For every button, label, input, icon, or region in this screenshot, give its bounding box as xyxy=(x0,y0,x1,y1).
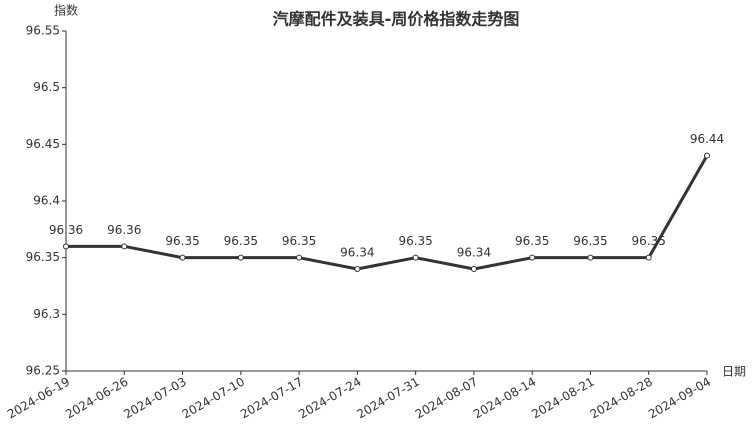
x-tick-label: 2024-07-10 xyxy=(180,375,247,422)
x-tick-label: 2024-09-04 xyxy=(646,375,713,422)
x-tick-label: 2024-08-07 xyxy=(413,375,480,422)
x-tick-label: 2024-06-19 xyxy=(5,375,72,422)
x-tick-label: 2024-07-31 xyxy=(354,375,421,422)
y-tick-label: 96.25 xyxy=(26,364,60,378)
y-tick-label: 96.4 xyxy=(33,194,60,208)
data-label: 96.35 xyxy=(398,234,432,248)
data-point xyxy=(470,266,477,272)
data-point xyxy=(587,254,594,261)
data-point xyxy=(237,254,244,261)
data-label: 96.35 xyxy=(224,234,258,248)
data-point xyxy=(179,254,186,261)
data-label: 96.35 xyxy=(282,234,316,248)
data-label: 96.35 xyxy=(573,234,607,248)
data-point xyxy=(704,152,710,159)
x-tick-label: 2024-07-03 xyxy=(121,375,188,422)
x-tick-label: 2024-08-14 xyxy=(471,375,538,422)
data-label: 96.36 xyxy=(49,223,83,237)
data-label: 96.35 xyxy=(632,234,666,248)
x-tick-label: 2024-07-17 xyxy=(238,375,305,422)
data-point xyxy=(63,243,69,250)
data-point xyxy=(121,243,128,250)
x-tick-label: 2024-08-28 xyxy=(588,375,655,422)
x-tick-label: 2024-07-24 xyxy=(296,375,363,422)
data-label: 96.44 xyxy=(690,132,724,146)
y-tick-label: 96.35 xyxy=(26,250,60,264)
data-label: 96.34 xyxy=(457,246,491,260)
x-axis-label: 日期 xyxy=(722,365,746,379)
data-point xyxy=(529,254,536,261)
x-tick-label: 2024-06-26 xyxy=(63,375,130,422)
data-label: 96.36 xyxy=(107,223,141,237)
data-label: 96.34 xyxy=(340,246,374,260)
data-label: 96.35 xyxy=(165,234,199,248)
data-point xyxy=(645,254,652,261)
y-tick-label: 96.55 xyxy=(26,24,60,38)
y-tick-label: 96.3 xyxy=(33,307,60,321)
data-point xyxy=(412,254,419,261)
y-tick-label: 96.5 xyxy=(33,80,60,94)
x-tick-label: 2024-08-21 xyxy=(529,375,596,422)
data-label: 96.35 xyxy=(515,234,549,248)
data-point xyxy=(296,254,303,261)
y-axis-label: 指数 xyxy=(54,3,78,18)
data-point xyxy=(354,266,361,272)
y-tick-label: 96.45 xyxy=(26,137,60,151)
data-line xyxy=(66,154,709,271)
chart-title: 汽摩配件及装具-周价格指数走势图 xyxy=(273,10,520,29)
